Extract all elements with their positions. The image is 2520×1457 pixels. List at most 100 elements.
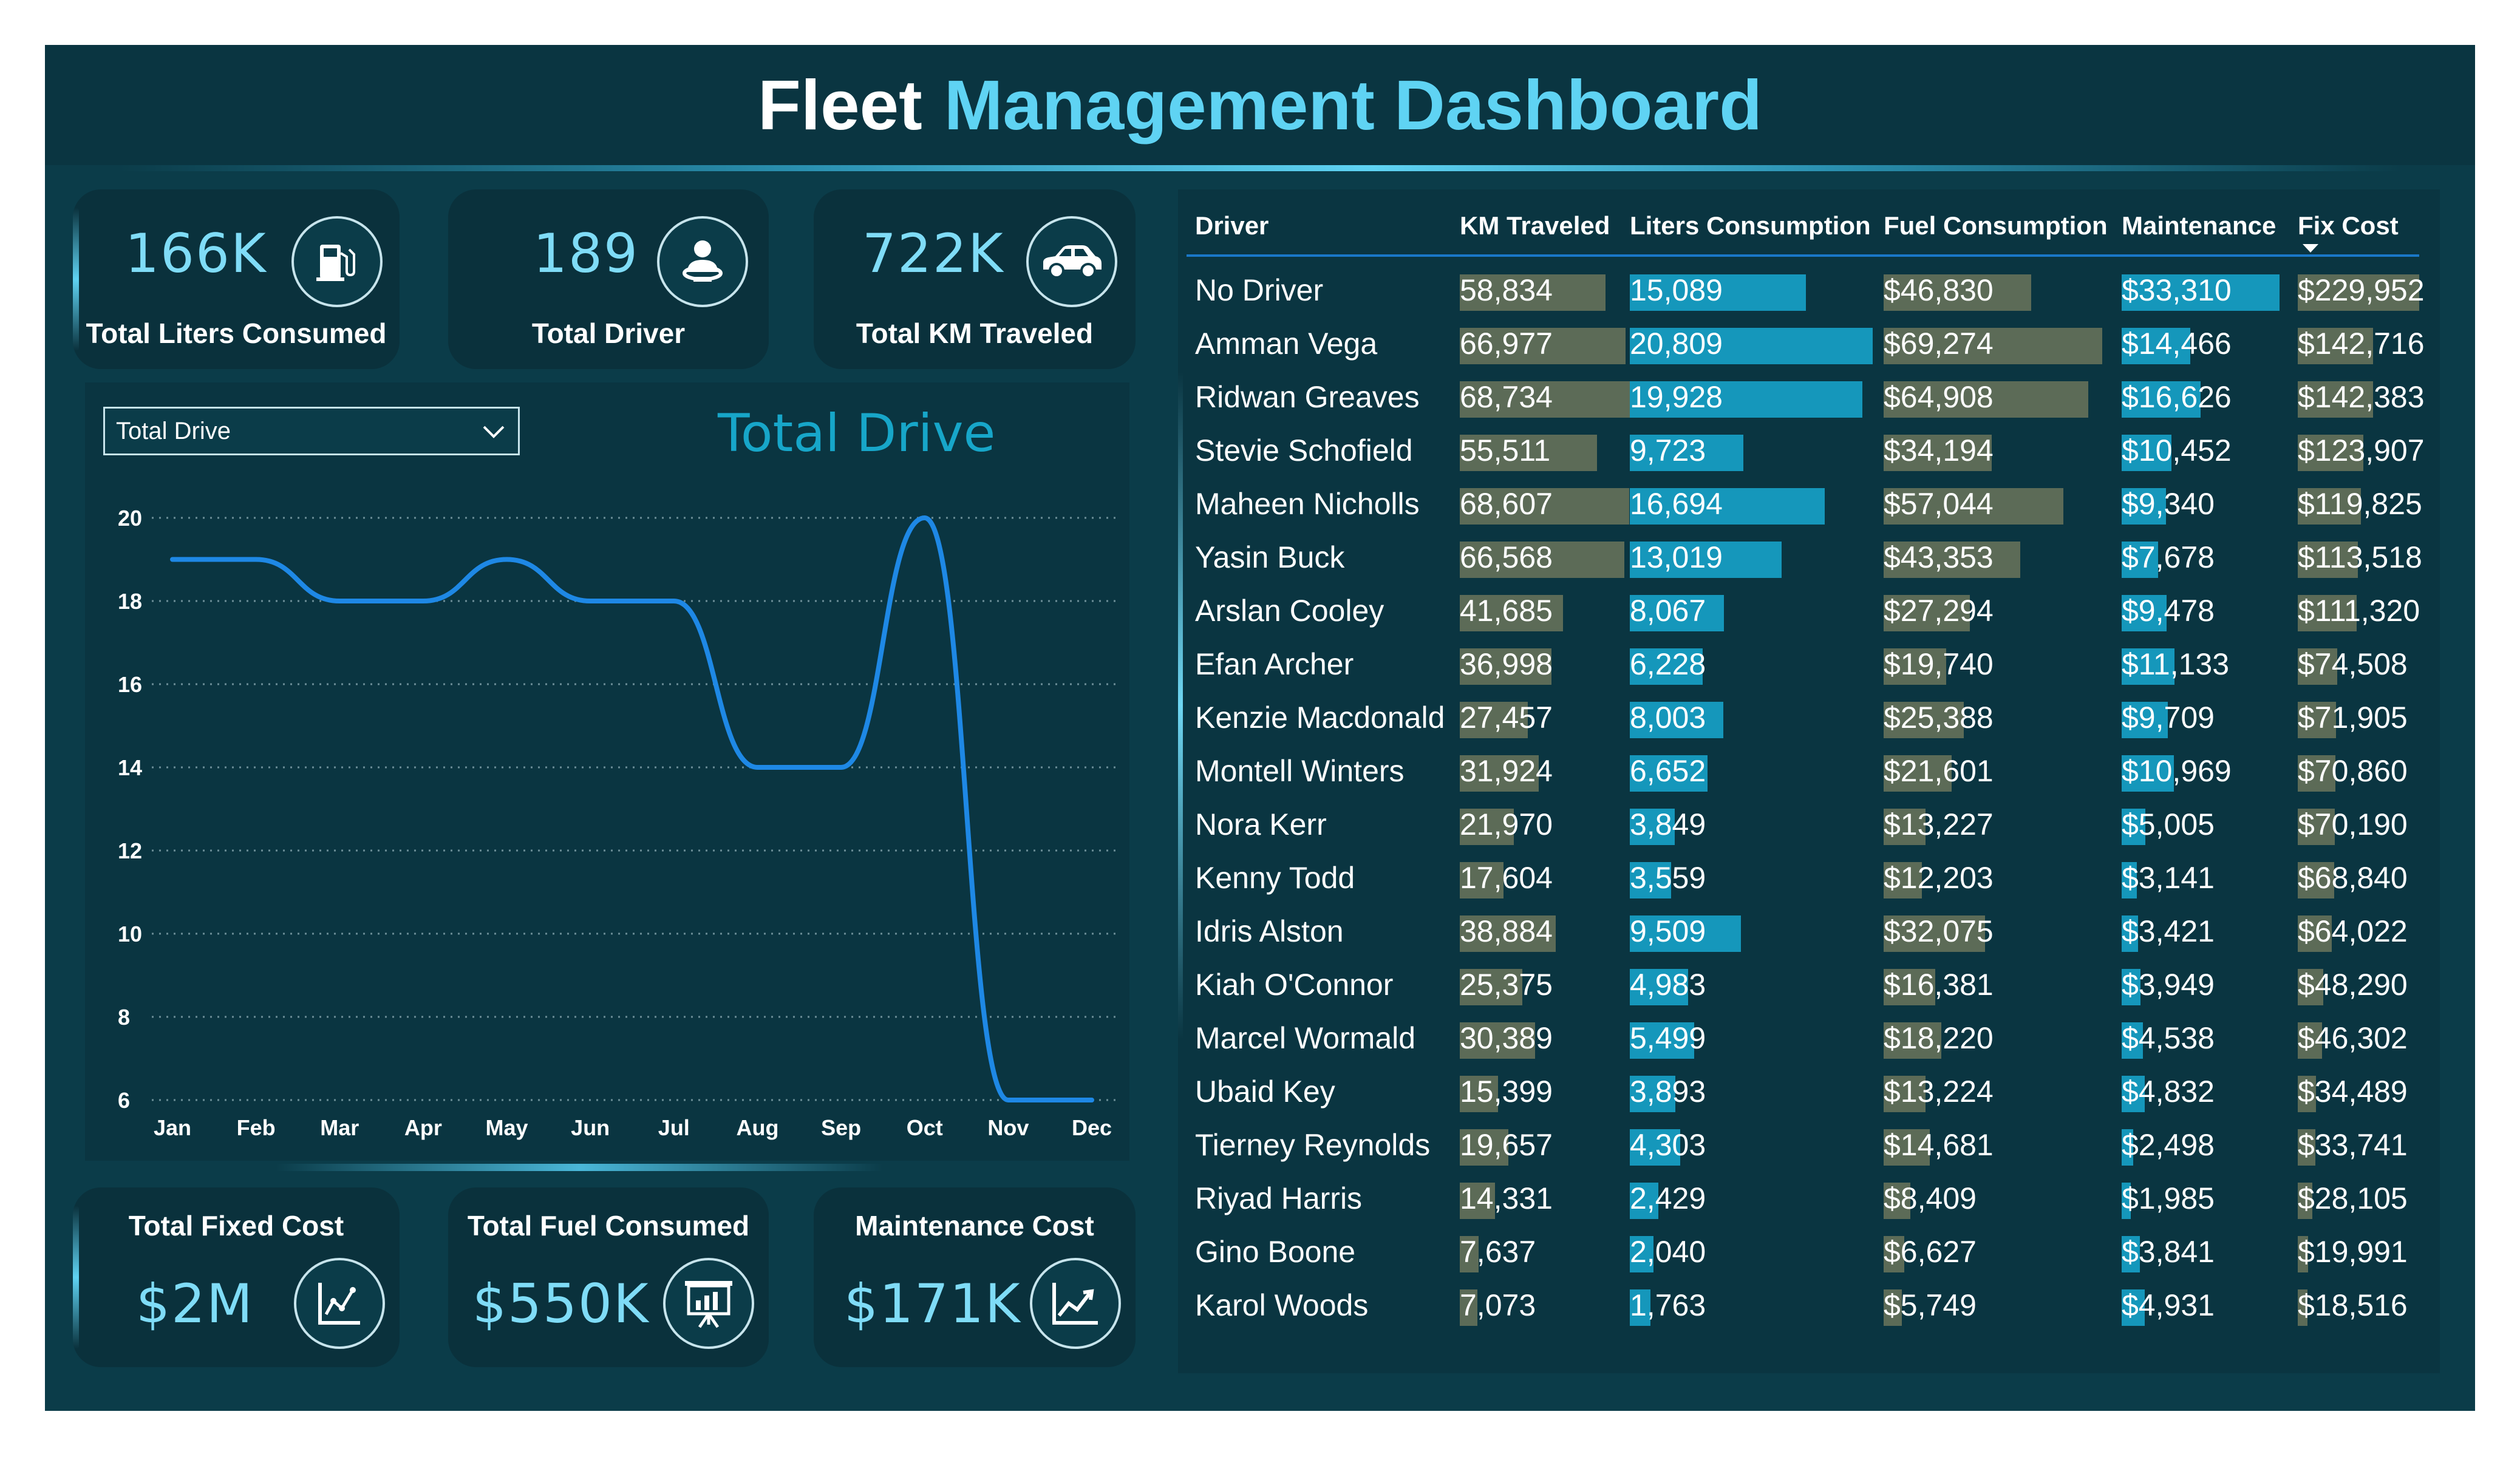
cell-value-km: 15,399 [1460, 1075, 1553, 1109]
kpi-value: 166K [125, 222, 267, 285]
data-bar-fixcost [2298, 1076, 2316, 1112]
table-row[interactable]: Kenzie Macdonald 27,457 8,003 $25,388 $9,709… [1178, 691, 2440, 744]
data-bar-fuel [1884, 1183, 1910, 1219]
cell-fuel: $32,075 [1884, 912, 1994, 952]
column-header-driver[interactable]: Driver [1195, 211, 1269, 240]
table-row[interactable]: Efan Archer 36,998 6,228 $19,740 $11,133 $74,… [1178, 637, 2440, 691]
x-tick-label: Nov [987, 1115, 1029, 1140]
table-row[interactable]: No Driver 58,834 15,089 $46,830 $33,310 $229,… [1178, 263, 2440, 317]
cell-km: 19,657 [1460, 1126, 1553, 1166]
table-row[interactable]: Arslan Cooley 41,685 8,067 $27,294 $9,478 $11… [1178, 584, 2440, 637]
table-row[interactable]: Gino Boone 7,637 2,040 $6,627 $3,841 $19,991 [1178, 1225, 2440, 1279]
data-bar-km [1460, 274, 1606, 311]
table-row[interactable]: Yasin Buck 66,568 13,019 $43,353 $7,678 $113,… [1178, 531, 2440, 584]
data-bar-fixcost [2298, 1129, 2315, 1166]
cell-value-km: 36,998 [1460, 647, 1553, 681]
cell-km: 7,637 [1460, 1232, 1536, 1272]
driver-table: Driver KM Traveled Liters Consumption Fu… [1178, 189, 2440, 1373]
table-row[interactable]: Kenny Todd 17,604 3,559 $12,203 $3,141 $68,84… [1178, 851, 2440, 905]
trend-icon [1030, 1258, 1121, 1349]
cell-driver: Efan Archer [1195, 647, 1354, 681]
data-bar-liters [1630, 1076, 1675, 1112]
sort-descending-icon[interactable] [2301, 243, 2320, 254]
cell-km: 7,073 [1460, 1286, 1536, 1326]
column-header-maintenance[interactable]: Maintenance [2122, 211, 2277, 240]
table-row[interactable]: Ridwan Greaves 68,734 19,928 $64,908 $16,626… [1178, 370, 2440, 424]
metric-dropdown[interactable]: Total Drive [103, 407, 520, 455]
column-header-fuel-consumption[interactable]: Fuel Consumption [1884, 211, 2108, 240]
data-bar-km [1460, 648, 1551, 685]
table-row[interactable]: Tierney Reynolds 19,657 4,303 $14,681 $2,498… [1178, 1118, 2440, 1172]
data-point[interactable] [921, 514, 928, 521]
data-bar-fuel [1884, 542, 2020, 578]
data-point[interactable] [336, 597, 343, 605]
table-row[interactable]: Kiah O'Connor 25,375 4,983 $16,381 $3,949 $48… [1178, 958, 2440, 1011]
data-bar-fuel [1884, 755, 1952, 792]
cell-value-maintenance: $7,678 [2122, 540, 2215, 574]
series-line-total-drive[interactable] [170, 515, 1094, 1102]
cell-value-fuel: $8,409 [1884, 1181, 1977, 1215]
cell-maintenance: $2,498 [2122, 1126, 2215, 1166]
data-point[interactable] [754, 764, 761, 771]
data-point[interactable] [169, 556, 176, 563]
data-point[interactable] [587, 597, 594, 605]
cell-value-maintenance: $4,931 [2122, 1288, 2215, 1322]
cell-value-liters: 3,559 [1630, 861, 1706, 895]
data-point[interactable] [837, 764, 845, 771]
column-header-km-traveled[interactable]: KM Traveled [1460, 211, 1610, 240]
data-bar-km [1460, 1289, 1477, 1326]
cell-value-liters: 19,928 [1630, 380, 1723, 414]
page-title-part2: Management Dashboard [944, 66, 1762, 144]
table-row[interactable]: Montell Winters 31,924 6,652 $21,601 $10,969… [1178, 744, 2440, 798]
table-row[interactable]: Ubaid Key 15,399 3,893 $13,224 $4,832 $34,489 [1178, 1065, 2440, 1118]
cell-maintenance: $9,340 [2122, 484, 2215, 525]
data-point[interactable] [253, 556, 260, 563]
cell-value-fuel: $19,740 [1884, 647, 1994, 681]
cell-liters: 1,763 [1630, 1286, 1706, 1326]
table-row[interactable]: Karol Woods 7,073 1,763 $5,749 $4,931 $18,516 [1178, 1279, 2440, 1332]
table-row[interactable]: Stevie Schofield 55,511 9,723 $34,194 $10,45… [1178, 424, 2440, 477]
cell-value-liters: 3,849 [1630, 807, 1706, 841]
column-header-fix-cost[interactable]: Fix Cost [2298, 211, 2399, 240]
table-row[interactable]: Amman Vega 66,977 20,809 $69,274 $14,466 $142… [1178, 317, 2440, 370]
table-row[interactable]: Nora Kerr 21,970 3,849 $13,227 $5,005 $70,190 [1178, 798, 2440, 851]
chevron-down-icon[interactable] [482, 421, 506, 446]
data-point[interactable] [1004, 1096, 1012, 1104]
chart-divider [276, 1164, 883, 1171]
cell-value-fixcost: $19,991 [2298, 1235, 2408, 1269]
table-row[interactable]: Idris Alston 38,884 9,509 $32,075 $3,421 $64,… [1178, 905, 2440, 958]
data-bar-fixcost [2298, 542, 2358, 578]
data-point[interactable] [1088, 1096, 1095, 1104]
kpi-card-total-liters: 166K Total Liters Consumed [73, 189, 400, 369]
cell-value-fixcost: $229,952 [2298, 273, 2425, 307]
data-bar-liters [1630, 862, 1671, 898]
data-point[interactable] [503, 556, 511, 563]
kpi-label: Total Fixed Cost [128, 1210, 344, 1241]
column-header-liters-consumption[interactable]: Liters Consumption [1630, 211, 1871, 240]
data-point[interactable] [420, 597, 427, 605]
cell-liters: 8,067 [1630, 591, 1724, 631]
data-bar-fuel [1884, 488, 2063, 525]
data-bar-fixcost [2298, 809, 2335, 845]
data-bar-maintenance [2122, 328, 2190, 364]
data-point[interactable] [670, 597, 678, 605]
cell-liters: 2,429 [1630, 1179, 1706, 1219]
cell-value-fixcost: $142,716 [2298, 327, 2425, 361]
cell-value-fuel: $12,203 [1884, 861, 1994, 895]
data-bar-maintenance [2122, 381, 2201, 418]
cell-value-liters: 2,429 [1630, 1181, 1706, 1215]
data-bar-liters [1630, 328, 1873, 364]
cell-driver: Kenny Todd [1195, 861, 1355, 895]
cell-km: 31,924 [1460, 752, 1553, 792]
table-row[interactable]: Marcel Wormald 30,389 5,499 $18,220 $4,538 $4… [1178, 1011, 2440, 1065]
cell-fuel: $43,353 [1884, 538, 2020, 578]
cell-maintenance: $4,832 [2122, 1072, 2215, 1112]
data-bar-liters [1630, 1236, 1653, 1272]
cell-fixcost: $33,741 [2298, 1126, 2408, 1166]
cell-liters: 4,983 [1630, 965, 1706, 1005]
y-tick-label: 20 [118, 506, 142, 531]
table-row[interactable]: Maheen Nicholls 68,607 16,694 $57,044 $9,340… [1178, 477, 2440, 531]
cell-maintenance: $10,452 [2122, 431, 2232, 471]
data-bar-fixcost [2298, 435, 2363, 471]
table-row[interactable]: Riyad Harris 14,331 2,429 $8,409 $1,985 $28,1… [1178, 1172, 2440, 1225]
